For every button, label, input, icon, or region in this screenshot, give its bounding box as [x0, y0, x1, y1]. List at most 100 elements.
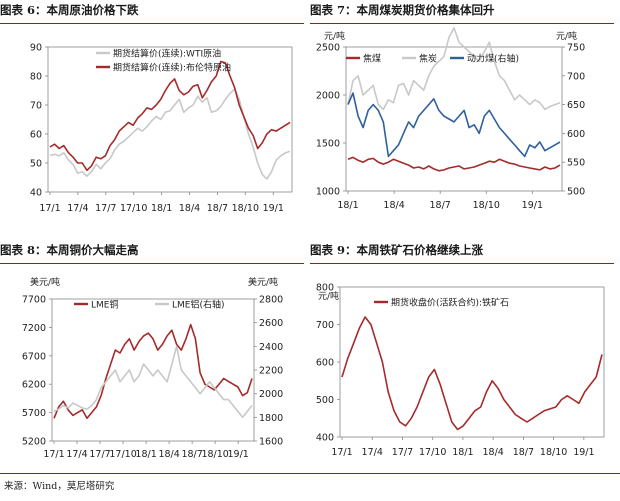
chart-title: 图表 7：本周煤炭期货价格集体回升 — [310, 3, 495, 17]
y2-tick-label: 1600 — [259, 437, 283, 448]
series-line — [49, 60, 291, 172]
chart-panel-6: 图表 6：本周原油价格下跌 40 50 60 70 80 90 17/1 17/4 17/7 17… — [0, 0, 304, 232]
x-tick-label: 19/1 — [228, 449, 249, 460]
y2-tick-label: 550 — [567, 158, 585, 169]
x-tick-label: 18/7 — [181, 449, 202, 460]
series-line — [347, 156, 561, 172]
x-tick-label: 17/1 — [43, 449, 64, 460]
y2-tick-label: 2400 — [259, 342, 283, 353]
y2-tick-label: 1800 — [259, 413, 283, 424]
y2-tick-label: 700 — [567, 71, 585, 82]
y-tick-label: 1500 — [316, 139, 340, 150]
x-tick-label: 18/4 — [383, 200, 404, 211]
legend-label: LME铜 — [91, 299, 118, 311]
y-tick-label: 7700 — [22, 295, 46, 306]
x-tick-label: 17/10 — [120, 203, 147, 214]
plot-frame — [47, 46, 293, 193]
y2-axis-unit: 元/吨 — [556, 30, 577, 42]
y2-axis-unit: 美元/吨 — [248, 276, 278, 288]
y-tick-label: 5200 — [22, 437, 46, 448]
y-tick-label: 800 — [316, 283, 334, 294]
y2-tick-label: 2000 — [259, 389, 283, 400]
x-tick-label: 18/7 — [207, 203, 228, 214]
legend-label: 期货收盘价(活跃合约):铁矿石 — [391, 297, 509, 309]
series-line — [53, 345, 253, 419]
y-tick-label: 80 — [30, 72, 42, 83]
x-tick-label: 17/4 — [66, 449, 87, 460]
series-line — [53, 323, 253, 420]
y-axis-unit: 美元/吨 — [30, 276, 60, 288]
x-tick-label: 18/1 — [337, 200, 358, 211]
series-line — [347, 92, 561, 158]
x-tick-label: 17/1 — [39, 203, 60, 214]
footer-rule — [0, 473, 620, 474]
y2-tick-label: 750 — [567, 43, 585, 54]
series-line — [49, 88, 291, 180]
y-tick-label: 2000 — [316, 91, 340, 102]
legend-label: 焦炭 — [419, 53, 437, 65]
plot-frame — [51, 298, 255, 442]
y2-tick-label: 650 — [567, 100, 585, 111]
y2-tick-label: 600 — [567, 129, 585, 140]
x-tick-label: 17/7 — [392, 447, 413, 458]
chart-title: 图表 6：本周原油价格下跌 — [0, 3, 139, 17]
oil-price-chart: 40 50 60 70 80 90 17/1 17/4 17/7 17/10 18/1 18/4 18/… — [30, 43, 293, 214]
legend-label: 焦煤 — [363, 53, 381, 65]
chart-panel-7: 图表 7：本周煤炭期货价格集体回升 1000 1500 2000 2500 500 550… — [310, 0, 614, 232]
copper-price-chart: 5200 5700 6200 6700 7200 7700 1600 1800 2000 2200… — [22, 276, 283, 460]
y-tick-label: 600 — [316, 358, 334, 369]
x-tick-label: 18/10 — [473, 200, 500, 211]
x-tick-label: 18/4 — [482, 447, 503, 458]
title-rule — [0, 263, 304, 264]
y-tick-label: 500 — [316, 395, 334, 406]
y2-tick-label: 2600 — [259, 318, 283, 329]
x-tick-label: 18/10 — [201, 449, 228, 460]
x-tick-label: 17/1 — [331, 447, 352, 458]
y-tick-label: 2500 — [316, 43, 340, 54]
x-tick-label: 19/1 — [573, 447, 594, 458]
y2-tick-label: 2800 — [259, 295, 283, 306]
x-tick-label: 17/7 — [95, 203, 116, 214]
series-line — [341, 316, 603, 431]
y-tick-label: 50 — [30, 159, 42, 170]
x-tick-label: 18/7 — [430, 200, 451, 211]
y-tick-label: 6200 — [22, 380, 46, 391]
y-tick-label: 60 — [30, 130, 42, 141]
x-tick-label: 17/10 — [109, 449, 136, 460]
x-tick-label: 19/1 — [522, 200, 543, 211]
chart-panel-9: 图表 9：本周铁矿石价格继续上涨 400 500 600 700 800 元/吨 17/1 1… — [310, 240, 614, 472]
x-tick-label: 18/1 — [151, 203, 172, 214]
y2-tick-label: 2200 — [259, 366, 283, 377]
legend-label: 动力煤(右轴) — [467, 53, 519, 65]
x-tick-label: 18/10 — [540, 447, 567, 458]
y-tick-label: 90 — [30, 43, 42, 54]
x-tick-label: 19/1 — [263, 203, 284, 214]
x-tick-label: 18/7 — [513, 447, 534, 458]
x-tick-label: 18/1 — [135, 449, 156, 460]
chart-title: 图表 9：本周铁矿石价格继续上涨 — [310, 243, 484, 257]
y-tick-label: 40 — [30, 188, 42, 199]
y-tick-label: 6700 — [22, 351, 46, 362]
y-tick-label: 7200 — [22, 323, 46, 334]
chart-panel-8: 图表 8：本周铜价大幅走高 5200 5700 6200 6700 7200 7700 16… — [0, 240, 304, 472]
x-tick-label: 17/10 — [419, 447, 446, 458]
y-tick-label: 700 — [316, 320, 334, 331]
y-tick-label: 5700 — [22, 408, 46, 419]
x-tick-label: 18/1 — [452, 447, 473, 458]
source-note: 来源：Wind，莫尼塔研究 — [4, 481, 115, 492]
chart-title: 图表 8：本周铜价大幅走高 — [0, 243, 139, 257]
legend-label: 期货结算价(连续):WTI原油 — [113, 48, 221, 60]
x-tick-label: 18/4 — [158, 449, 179, 460]
plot-frame — [345, 46, 563, 192]
y-axis-unit: 元/吨 — [324, 30, 345, 42]
x-tick-label: 18/4 — [179, 203, 200, 214]
title-rule — [0, 23, 304, 24]
x-tick-label: 17/7 — [89, 449, 110, 460]
x-tick-label: 17/4 — [67, 203, 88, 214]
legend-label: 期货结算价(连续):布伦特原油 — [113, 62, 231, 74]
y-tick-label: 70 — [30, 101, 42, 112]
y2-tick-label: 500 — [567, 187, 585, 198]
title-rule — [310, 263, 614, 264]
